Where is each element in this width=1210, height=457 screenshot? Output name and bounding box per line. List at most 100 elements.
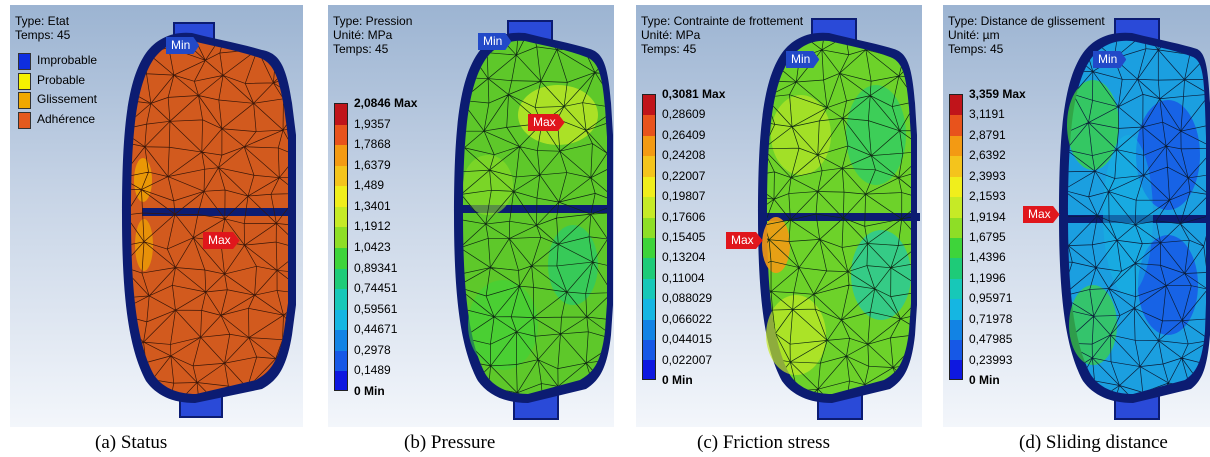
color-scale-segment: [643, 319, 655, 341]
min-marker: Min: [478, 33, 512, 50]
color-scale-segment: [950, 115, 962, 136]
color-scale-segment: [335, 247, 347, 269]
contour-patch: [762, 217, 790, 273]
color-scale-label: 0,74451: [354, 281, 398, 296]
pad-contact-surface: [131, 40, 288, 395]
color-scale-segment: [950, 95, 962, 116]
color-scale-segment: [950, 258, 962, 279]
legend-swatch: [18, 72, 31, 90]
contour-patch: [766, 295, 826, 375]
mesh-lines: [131, 40, 288, 395]
color-scale-segment: [950, 278, 962, 300]
legend-swatch: [18, 92, 31, 109]
color-scale-label: 0,22007: [662, 168, 706, 183]
contour-patch: [771, 95, 831, 175]
color-scale-label: 0,2978: [354, 342, 391, 357]
color-scale-label: 3,359 Max: [969, 87, 1026, 101]
color-scale-segment: [950, 135, 962, 157]
color-scale-segment: [643, 176, 655, 198]
color-scale-segment: [335, 309, 347, 331]
color-scale-label: 0,1489: [354, 363, 391, 378]
color-scale-segment: [950, 299, 962, 320]
color-scale-bar: [334, 103, 348, 391]
brake-pad-mesh-friction: [758, 18, 920, 420]
result-header: Type: Pression Unité: MPa Temps: 45: [333, 14, 413, 56]
mesh-lines: [1068, 40, 1206, 395]
color-scale-segment: [335, 289, 347, 310]
color-scale-segment: [643, 340, 655, 361]
color-scale-segment: [950, 319, 962, 341]
max-marker: Max: [203, 232, 240, 249]
contour-patch: [468, 280, 538, 370]
legend-swatch: [18, 111, 31, 129]
color-scale-segment: [950, 360, 962, 379]
color-scale-label: 0,022007: [662, 352, 713, 367]
color-scale-label: 0,47985: [969, 332, 1013, 347]
color-scale-label: 0 Min: [969, 373, 1000, 387]
color-scale-label: 0,71978: [969, 311, 1013, 326]
result-header: Type: Contrainte de frottement Unité: MP…: [641, 14, 804, 56]
pad-slot: [762, 213, 920, 221]
color-scale-segment: [643, 278, 655, 300]
panel-pressure: Type: Pression Unité: MPa Temps: 45 2,08…: [328, 5, 614, 427]
mesh-edges: [1068, 40, 1206, 395]
color-scale-segment: [950, 156, 962, 177]
color-scale-segment: [643, 237, 655, 259]
result-header: Type: Etat Temps: 45: [15, 14, 71, 42]
color-scale-label: 1,4396: [969, 250, 1006, 265]
color-scale-segment: [643, 197, 655, 218]
color-scale-label: 0,13204: [662, 250, 706, 265]
color-scale-segment: [335, 371, 347, 390]
caption-sliding-distance: (d) Sliding distance: [1019, 432, 1168, 453]
max-marker: Max: [528, 114, 565, 131]
max-marker: Max: [726, 232, 763, 249]
color-scale-segment: [950, 340, 962, 361]
color-scale-bar: [642, 94, 656, 380]
color-scale-label: 1,9194: [969, 209, 1006, 224]
color-scale-label: 0,24208: [662, 148, 706, 163]
color-scale-label: 2,1593: [969, 189, 1006, 204]
contour-patch: [1067, 80, 1119, 170]
caption-pressure: (b) Pressure: [404, 432, 496, 453]
caption-friction-stress: (c) Friction stress: [697, 432, 830, 453]
min-marker: Min: [166, 37, 200, 54]
color-scale-label: 1,3401: [354, 198, 391, 213]
color-scale-label: 2,6392: [969, 148, 1006, 163]
color-scale-label: 1,0423: [354, 240, 391, 254]
mesh-edges: [767, 40, 911, 395]
color-scale-label: 0,088029: [662, 291, 713, 306]
color-scale-segment: [335, 186, 347, 207]
panel-status: Type: Etat Temps: 45 Improbable Probable…: [10, 5, 303, 427]
color-scale-segment: [643, 156, 655, 177]
color-scale-segment: [643, 135, 655, 157]
min-marker: Min: [786, 51, 820, 68]
color-scale-label: 0,044015: [662, 332, 713, 347]
color-scale-label: 2,0846 Max: [354, 96, 418, 110]
min-marker: Min: [1093, 51, 1127, 68]
color-scale-label: 1,7868: [354, 137, 391, 152]
color-scale-label: 0,23993: [969, 352, 1013, 367]
color-scale-label: 0,19807: [662, 189, 706, 204]
contour-patch: [463, 155, 513, 215]
color-scale-segment: [643, 217, 655, 238]
color-scale-segment: [950, 217, 962, 238]
contour-patch: [548, 225, 598, 305]
color-scale-segment: [950, 197, 962, 218]
color-scale-segment: [335, 165, 347, 187]
color-scale-label: 2,3993: [969, 168, 1006, 183]
max-marker: Max: [1023, 206, 1060, 223]
color-scale-label: 0 Min: [354, 384, 385, 398]
mesh-lines: [767, 40, 911, 395]
color-scale-segment: [643, 95, 655, 116]
color-scale-segment: [335, 330, 347, 351]
color-scale-segment: [643, 299, 655, 320]
color-scale-label: 0,3081 Max: [662, 87, 726, 101]
color-scale-segment: [335, 206, 347, 228]
contour-patch: [1103, 135, 1153, 295]
color-scale-segment: [643, 258, 655, 279]
pad-slot: [456, 205, 612, 213]
color-scale-bar: [949, 94, 963, 380]
color-scale-label: 2,8791: [969, 127, 1006, 142]
color-scale-segment: [950, 237, 962, 259]
color-scale-label: 0,89341: [354, 260, 398, 275]
